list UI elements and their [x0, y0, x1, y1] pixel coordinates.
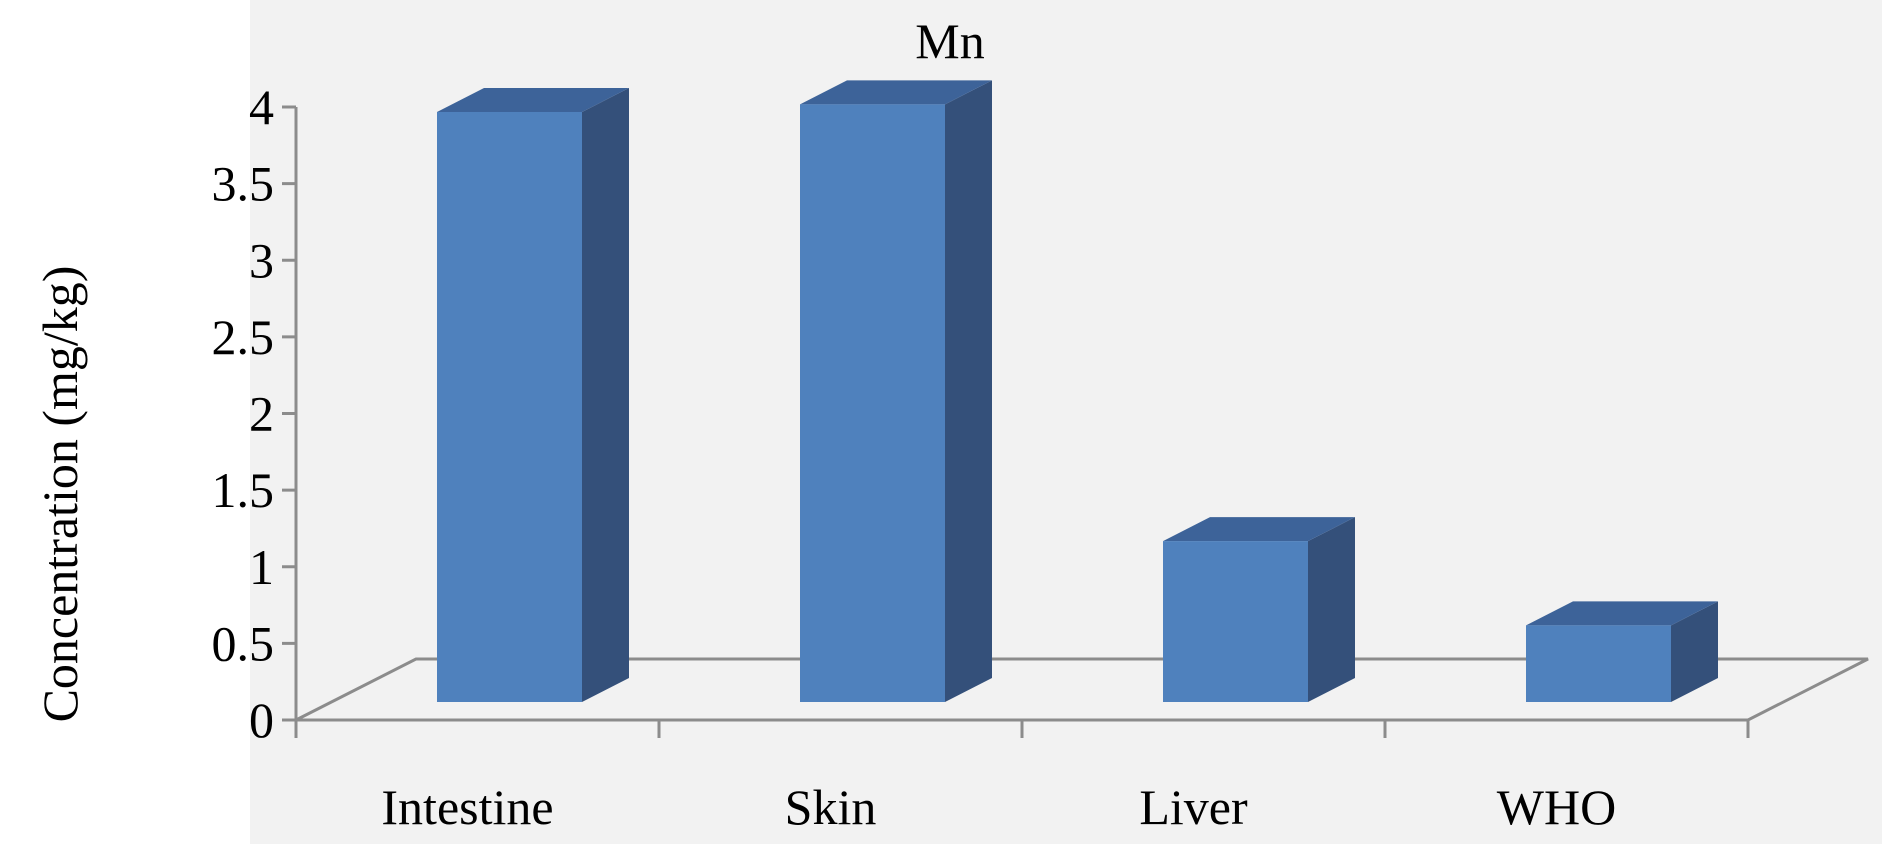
y-tick-label: 1: [249, 539, 274, 595]
bar-side: [582, 87, 629, 703]
chart-title: Mn: [915, 13, 984, 69]
y-tick-label: 2: [249, 386, 274, 442]
bar-front: [437, 111, 582, 703]
bar-top: [800, 80, 992, 105]
x-tick-label: Skin: [785, 779, 877, 835]
y-tick-label: 4: [249, 79, 274, 135]
bar-side: [945, 80, 992, 702]
x-tick-label: WHO: [1497, 779, 1616, 835]
bar-front: [800, 104, 945, 702]
x-tick-label: Intestine: [381, 779, 553, 835]
bar-who: [1526, 601, 1718, 702]
y-axis: 0 0.5 1 1.5 2 2.5 3 3.5 4: [212, 79, 298, 748]
bar-intestine: [437, 87, 629, 703]
bar-front: [1526, 625, 1671, 702]
floor-plane: [295, 657, 1869, 722]
bar-side: [1308, 517, 1355, 702]
y-tick-label: 1.5: [212, 462, 275, 518]
bars: [437, 80, 1718, 703]
bar-liver: [1163, 517, 1355, 702]
x-tick-label: Liver: [1139, 779, 1248, 835]
y-tick-label: 2.5: [212, 309, 275, 365]
bar-top: [1163, 517, 1355, 542]
y-tick-label: 3.5: [212, 156, 275, 212]
x-axis-labels: Intestine Skin Liver WHO: [381, 779, 1616, 835]
y-axis-title: Concentration (mg/kg): [32, 266, 88, 723]
bar-top: [1526, 601, 1718, 626]
floor: [294, 657, 1869, 738]
bar-side: [1671, 601, 1718, 702]
y-tick-label: 0.5: [212, 615, 275, 671]
y-tick-label: 0: [249, 692, 274, 748]
y-tick-label: 3: [249, 232, 274, 288]
bar-skin: [800, 80, 992, 702]
bar-top: [437, 87, 629, 112]
bar-front: [1163, 541, 1308, 702]
